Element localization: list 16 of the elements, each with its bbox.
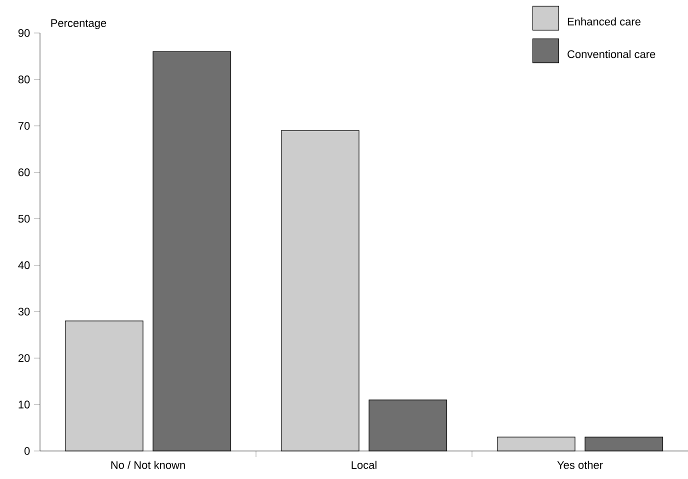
y-tick-label: 10 [18, 400, 30, 408]
y-tick-label: 50 [18, 214, 30, 223]
y-axis-title: Percentage [51, 19, 106, 30]
y-tick-label: 20 [18, 354, 30, 362]
x-tick-label: Local [352, 460, 376, 469]
y-tick-label: 90 [18, 29, 30, 37]
y-tick-label: 70 [18, 122, 30, 130]
y-tick-label: 30 [18, 308, 30, 316]
y-tick-label: 80 [18, 76, 30, 84]
y-tick-label: 0 [24, 447, 30, 455]
y-tick-label: 60 [18, 168, 30, 176]
y-tick-label: 40 [18, 261, 30, 270]
x-tick-label: Yes other [557, 460, 603, 469]
x-tick-label: No / Not known [111, 460, 185, 469]
legend-label: Enhanced care [568, 17, 641, 26]
legend-label: Conventional care [568, 50, 656, 58]
